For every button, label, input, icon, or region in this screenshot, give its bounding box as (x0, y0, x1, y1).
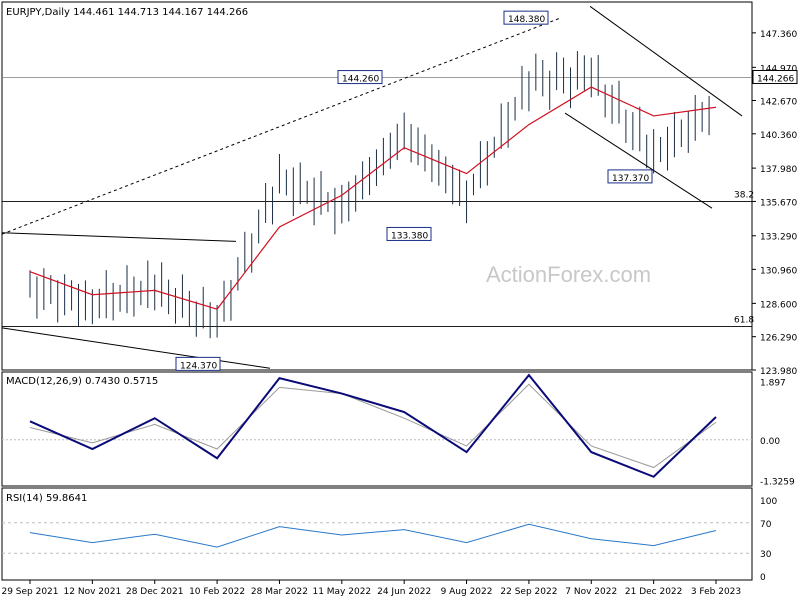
price-annotation-label: 124.370 (180, 361, 217, 371)
price-annotation-box (503, 10, 549, 25)
x-tick-label: 28 Dec 2021 (126, 587, 184, 597)
y-tick-label: 133.290 (760, 233, 797, 243)
main-panel (1, 1, 753, 371)
watermark: ActionForex.com (486, 262, 651, 287)
price-annotation-box (386, 226, 432, 241)
macd-tick-label: 0.00 (760, 437, 780, 447)
rsi-tick-label: 70 (760, 520, 772, 530)
fib-level-label: 61.8 (734, 315, 754, 325)
price-annotation-label: 148.380 (508, 15, 545, 25)
x-tick-label: 22 Sep 2022 (500, 587, 557, 597)
macd-panel (1, 371, 753, 487)
y-tick-label: 123.980 (760, 367, 797, 377)
rsi-line (29, 523, 717, 548)
y-tick-label: 142.670 (760, 97, 797, 107)
fib-level-label: 38.2 (734, 190, 754, 200)
x-tick-label: 29 Sep 2021 (1, 587, 58, 597)
price-annotation-box (175, 356, 221, 371)
rsi-panel (1, 487, 753, 581)
lower-channel-line-right (564, 112, 713, 209)
price-annotation-box (337, 70, 383, 85)
macd-tick-label: 1.897 (760, 378, 786, 388)
price-annotation-box (607, 169, 653, 184)
lower-channel-line-left (1, 327, 271, 369)
current-price-label: 144.266 (757, 74, 794, 84)
x-tick-label: 24 Jun 2022 (377, 587, 431, 597)
macd-line (29, 373, 717, 478)
x-tick-label: 3 Feb 2023 (691, 587, 741, 597)
y-tick-label: 147.360 (760, 30, 797, 40)
y-tick-label: 128.600 (760, 300, 797, 310)
moving-average-line (29, 86, 717, 310)
price-annotation-label: 144.260 (342, 75, 379, 85)
rsi-tick-label: 0 (760, 573, 766, 583)
upper-channel-line-left (1, 232, 237, 242)
x-tick-label: 9 Aug 2022 (441, 587, 493, 597)
y-tick-label: 144.970 (760, 64, 797, 74)
chart-title: EURJPY,Daily 144.461 144.713 144.167 144… (6, 7, 248, 18)
y-tick-label: 140.360 (760, 131, 797, 141)
y-tick-label: 126.290 (760, 334, 797, 344)
x-tick-label: 21 Dec 2022 (625, 587, 683, 597)
x-tick-label: 28 Mar 2022 (251, 587, 308, 597)
candles-group (29, 51, 710, 339)
y-tick-label: 137.980 (760, 165, 797, 175)
y-tick-label: 135.670 (760, 198, 797, 208)
y-tick-label: 130.960 (760, 266, 797, 276)
rsi-title: RSI(14) 59.8641 (6, 493, 87, 504)
rsi-tick-label: 30 (760, 550, 772, 560)
price-annotation-label: 137.370 (612, 174, 649, 184)
rsi-tick-label: 100 (760, 497, 777, 507)
x-tick-label: 12 Nov 2021 (64, 587, 122, 597)
price-annotation-label: 133.380 (391, 231, 428, 241)
x-tick-label: 7 Nov 2022 (565, 587, 617, 597)
macd-signal-line (29, 383, 717, 469)
x-tick-label: 11 May 2022 (312, 587, 371, 597)
current-price-tag (752, 69, 798, 84)
macd-tick-label: -1.3259 (760, 478, 795, 488)
macd-title: MACD(12,26,9) 0.7430 0.5715 (6, 376, 158, 387)
upper-channel-line-right (589, 5, 743, 117)
x-tick-label: 10 Feb 2022 (189, 587, 245, 597)
dashed-trendline (1, 17, 561, 235)
